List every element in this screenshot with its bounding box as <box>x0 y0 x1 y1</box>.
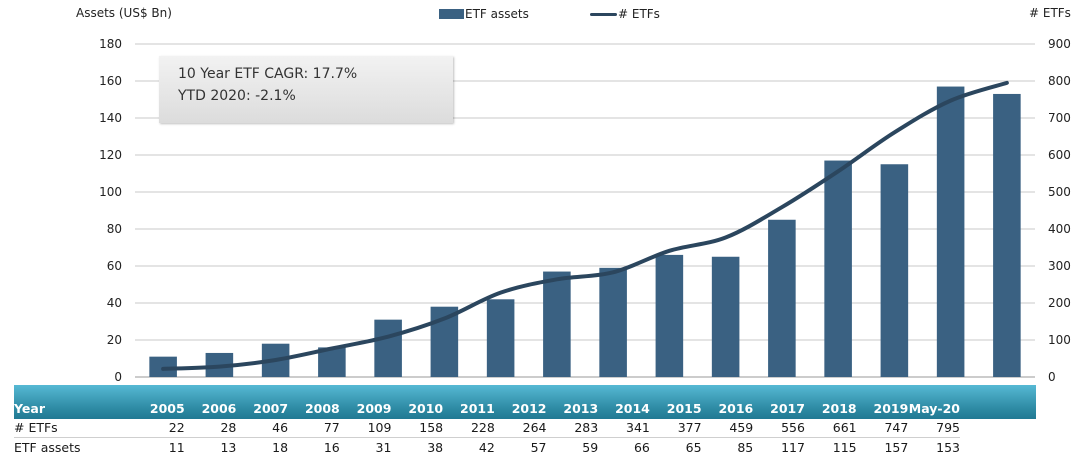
table-header-year: 2018 <box>805 399 857 418</box>
table-header-year: 2009 <box>340 399 392 418</box>
table-cell-num-etfs: 341 <box>598 418 650 438</box>
table-cell-etf-assets: 117 <box>753 438 805 457</box>
table-cell-num-etfs: 795 <box>908 418 960 438</box>
table-header-year: 2007 <box>236 399 288 418</box>
left-axis-tick-label: 120 <box>99 148 122 162</box>
bar-etf-assets <box>656 255 684 377</box>
right-axis-tick-label: 800 <box>1048 74 1071 88</box>
table-header-year: 2019 <box>857 399 909 418</box>
table-cell-etf-assets: 153 <box>908 438 960 457</box>
table-header-year: May-20 <box>908 399 960 418</box>
table-header-year: 2005 <box>133 399 185 418</box>
table-cell-etf-assets: 42 <box>443 438 495 457</box>
right-axis-tick-label: 200 <box>1048 296 1071 310</box>
callout-cagr-text: 10 Year ETF CAGR: 17.7% <box>178 63 453 85</box>
table-header-year: 2010 <box>391 399 443 418</box>
right-axis-tick-label: 900 <box>1048 37 1071 51</box>
table-cell-num-etfs: 22 <box>133 418 185 438</box>
bar-etf-assets <box>487 299 515 377</box>
table-cell-etf-assets: 59 <box>547 438 599 457</box>
table-cell-etf-assets: 31 <box>340 438 392 457</box>
right-axis-tick-label: 0 <box>1048 370 1056 384</box>
callout-ytd-text: YTD 2020: -2.1% <box>178 85 453 107</box>
table-header-year: 2017 <box>753 399 805 418</box>
left-axis-tick-label: 20 <box>107 333 122 347</box>
table-cell-num-etfs: 459 <box>702 418 754 438</box>
table-cell-etf-assets: 65 <box>650 438 702 457</box>
table-cell-etf-assets: 57 <box>495 438 547 457</box>
table-header-year: 2015 <box>650 399 702 418</box>
table-cell-num-etfs: 661 <box>805 418 857 438</box>
bar-etf-assets <box>374 320 402 377</box>
table-cell-num-etfs: 28 <box>185 418 237 438</box>
table-cell-num-etfs: 556 <box>753 418 805 438</box>
left-axis-tick-label: 100 <box>99 185 122 199</box>
table-header-year: 2008 <box>288 399 340 418</box>
table-header-year: 2011 <box>443 399 495 418</box>
table-cell-num-etfs: 228 <box>443 418 495 438</box>
table-cell-etf-assets: 157 <box>857 438 909 457</box>
bar-etf-assets <box>712 257 740 377</box>
table-cell-etf-assets: 13 <box>185 438 237 457</box>
right-axis-tick-label: 700 <box>1048 111 1071 125</box>
row-label-etf-assets: ETF assets <box>14 438 133 457</box>
cagr-callout: 10 Year ETF CAGR: 17.7% YTD 2020: -2.1% <box>159 56 453 123</box>
bar-etf-assets <box>881 164 909 377</box>
right-axis-tick-label: 300 <box>1048 259 1071 273</box>
left-axis-tick-label: 60 <box>107 259 122 273</box>
table-header-year: 2013 <box>547 399 599 418</box>
table-header-year: 2012 <box>495 399 547 418</box>
bar-etf-assets <box>768 220 796 377</box>
bar-etf-assets <box>937 87 965 377</box>
chart-area: Assets (US$ Bn) # ETFs ETF assets # ETFs… <box>0 0 1081 385</box>
table-cell-etf-assets: 11 <box>133 438 185 457</box>
table-cell-etf-assets: 16 <box>288 438 340 457</box>
left-axis-tick-label: 140 <box>99 111 122 125</box>
table-cell-etf-assets: 115 <box>805 438 857 457</box>
table-cell-num-etfs: 46 <box>236 418 288 438</box>
table-cell-num-etfs: 109 <box>340 418 392 438</box>
table-cell-num-etfs: 158 <box>391 418 443 438</box>
left-axis-tick-label: 180 <box>99 37 122 51</box>
table-cell-num-etfs: 377 <box>650 418 702 438</box>
table-header-label: Year <box>14 399 133 418</box>
table-cell-etf-assets: 18 <box>236 438 288 457</box>
left-axis-tick-label: 80 <box>107 222 122 236</box>
left-axis-tick-label: 40 <box>107 296 122 310</box>
right-axis-tick-label: 500 <box>1048 185 1071 199</box>
bar-etf-assets <box>599 268 627 377</box>
table-header-year: 2006 <box>185 399 237 418</box>
table-cell-etf-assets: 38 <box>391 438 443 457</box>
bar-etf-assets <box>543 272 571 377</box>
table-cell-num-etfs: 77 <box>288 418 340 438</box>
table-header-year: 2016 <box>702 399 754 418</box>
table-cell-etf-assets: 66 <box>598 438 650 457</box>
table-cell-num-etfs: 264 <box>495 418 547 438</box>
left-axis-tick-label: 160 <box>99 74 122 88</box>
bar-etf-assets <box>824 161 852 377</box>
table-cell-num-etfs: 747 <box>857 418 909 438</box>
right-axis-tick-label: 600 <box>1048 148 1071 162</box>
bar-etf-assets <box>993 94 1021 377</box>
row-label-num-etfs: # ETFs <box>14 418 133 438</box>
table-cell-etf-assets: 85 <box>702 438 754 457</box>
right-axis-tick-label: 400 <box>1048 222 1071 236</box>
table-header-year: 2014 <box>598 399 650 418</box>
left-axis-tick-label: 0 <box>114 370 122 384</box>
right-axis-tick-label: 100 <box>1048 333 1071 347</box>
table-cell-num-etfs: 283 <box>547 418 599 438</box>
line-num-etfs <box>163 83 1007 369</box>
